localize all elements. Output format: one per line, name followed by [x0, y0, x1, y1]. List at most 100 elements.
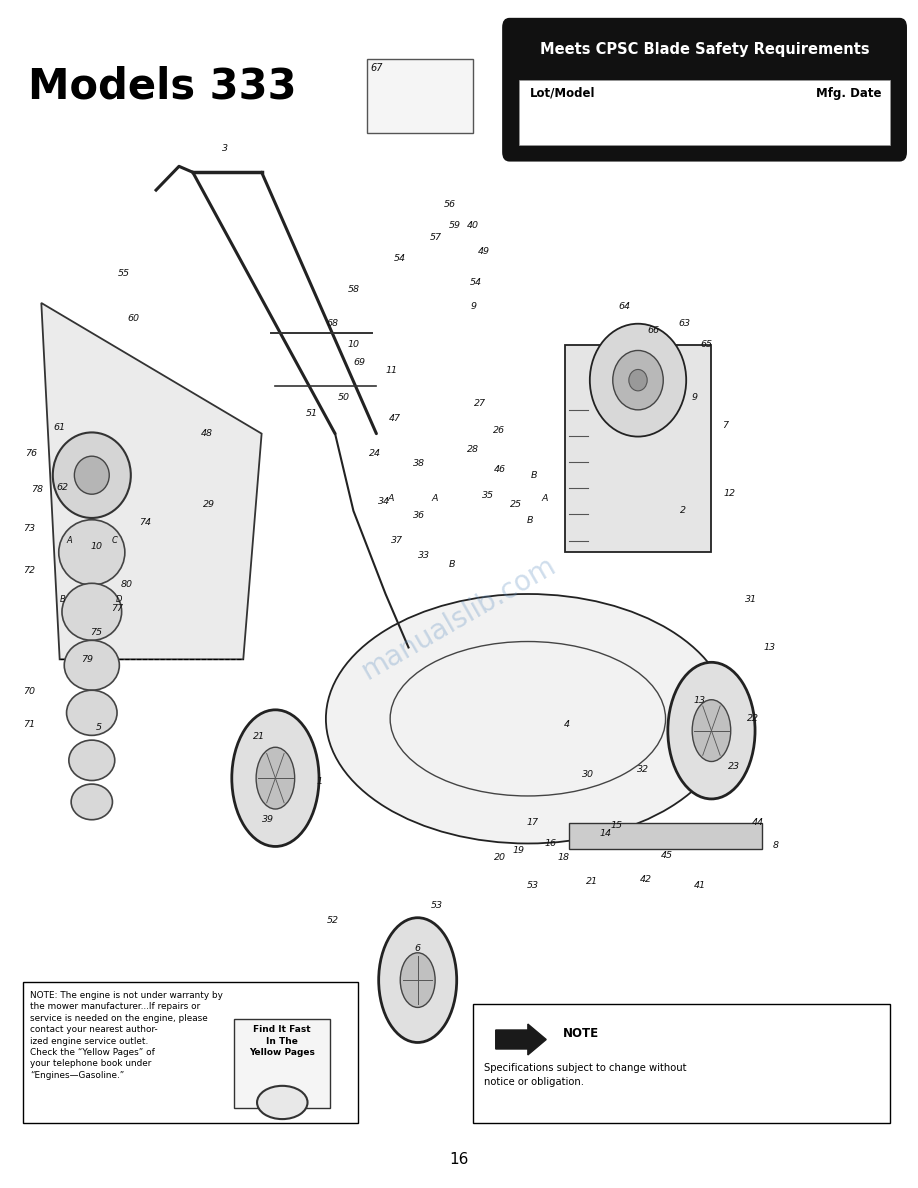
Text: 14: 14 [599, 829, 612, 839]
Text: 56: 56 [443, 200, 456, 209]
Text: 69: 69 [353, 358, 366, 367]
Text: B: B [531, 470, 538, 480]
Text: 50: 50 [338, 393, 351, 403]
Text: 15: 15 [610, 821, 623, 830]
Text: 3: 3 [222, 144, 228, 153]
Text: 11: 11 [386, 366, 398, 375]
Text: 13: 13 [693, 696, 706, 706]
Ellipse shape [69, 740, 115, 781]
Ellipse shape [231, 710, 319, 847]
Text: 34: 34 [377, 497, 390, 506]
Text: 7: 7 [722, 421, 728, 430]
Text: 16: 16 [449, 1152, 469, 1167]
FancyBboxPatch shape [502, 18, 907, 162]
Text: 36: 36 [412, 511, 425, 520]
Text: 4: 4 [565, 720, 570, 729]
Text: 60: 60 [127, 314, 140, 323]
Text: A: A [66, 536, 72, 545]
Text: 27: 27 [474, 399, 487, 409]
Text: 21: 21 [252, 732, 265, 741]
Text: 74: 74 [139, 518, 151, 527]
Text: 9: 9 [692, 393, 698, 403]
Text: 72: 72 [23, 565, 36, 575]
Text: 75: 75 [90, 627, 103, 637]
Text: 31: 31 [744, 595, 757, 605]
Text: 54: 54 [469, 278, 482, 287]
Text: 59: 59 [448, 221, 461, 230]
Text: 64: 64 [618, 302, 631, 311]
Text: Find It Fast
In The
Yellow Pages: Find It Fast In The Yellow Pages [250, 1025, 315, 1057]
Ellipse shape [64, 640, 119, 690]
Text: 65: 65 [700, 340, 713, 349]
Text: 58: 58 [347, 285, 360, 295]
Text: 41: 41 [693, 880, 706, 890]
Text: NOTE: NOTE [563, 1028, 599, 1040]
Ellipse shape [62, 583, 122, 640]
Text: 44: 44 [751, 817, 764, 827]
Text: 49: 49 [477, 247, 490, 257]
Text: 42: 42 [640, 874, 653, 884]
Text: 57: 57 [430, 233, 442, 242]
Text: 2: 2 [680, 506, 686, 516]
Text: 29: 29 [203, 500, 216, 510]
Text: 21: 21 [586, 877, 599, 886]
Text: B: B [60, 595, 65, 605]
Text: 37: 37 [390, 536, 403, 545]
Text: 25: 25 [509, 500, 522, 510]
Ellipse shape [613, 350, 664, 410]
Text: 17: 17 [526, 817, 539, 827]
Text: 53: 53 [431, 901, 443, 910]
Text: 9: 9 [471, 302, 476, 311]
Text: Meets CPSC Blade Safety Requirements: Meets CPSC Blade Safety Requirements [540, 42, 869, 57]
Bar [367, 59, 473, 133]
Text: 16: 16 [544, 839, 557, 848]
Text: 80: 80 [120, 580, 133, 589]
Text: B: B [526, 516, 533, 525]
Ellipse shape [378, 917, 457, 1043]
Text: 62: 62 [56, 482, 69, 492]
Text: 26: 26 [492, 425, 505, 435]
Text: 13: 13 [763, 643, 776, 652]
Text: A: A [387, 494, 395, 504]
Text: 77: 77 [111, 604, 124, 613]
Text: 18: 18 [557, 853, 570, 862]
Text: 30: 30 [581, 770, 594, 779]
Text: 54: 54 [394, 254, 407, 264]
Text: 45: 45 [660, 851, 673, 860]
Text: 48: 48 [200, 429, 213, 438]
Bar [565, 345, 711, 552]
Text: A: A [541, 494, 548, 504]
Text: 35: 35 [482, 491, 495, 500]
Text: 6: 6 [415, 943, 420, 953]
Text: 19: 19 [512, 846, 525, 855]
Text: 53: 53 [526, 880, 539, 890]
Text: 79: 79 [81, 655, 94, 664]
Ellipse shape [67, 690, 118, 735]
Ellipse shape [257, 1086, 308, 1119]
Ellipse shape [326, 594, 730, 843]
FancyArrow shape [496, 1024, 546, 1055]
Text: 10: 10 [347, 340, 360, 349]
Text: B: B [448, 560, 455, 569]
Text: C: C [112, 536, 118, 545]
Ellipse shape [72, 784, 113, 820]
Text: 10: 10 [90, 542, 103, 551]
Bar [23, 982, 358, 1123]
Text: 20: 20 [494, 853, 507, 862]
Text: 23: 23 [728, 762, 741, 771]
Text: 73: 73 [23, 524, 36, 533]
Ellipse shape [53, 432, 131, 518]
Text: Mfg. Date: Mfg. Date [816, 87, 881, 100]
Text: 24: 24 [368, 449, 381, 459]
Bar [569, 823, 762, 849]
Text: 70: 70 [23, 687, 36, 696]
Ellipse shape [629, 369, 647, 391]
Text: 78: 78 [30, 485, 43, 494]
Ellipse shape [74, 456, 109, 494]
Ellipse shape [668, 663, 756, 800]
Text: 22: 22 [746, 714, 759, 723]
Bar [234, 1019, 330, 1108]
Text: 8: 8 [773, 841, 778, 851]
Ellipse shape [589, 324, 687, 436]
Text: 12: 12 [723, 488, 736, 498]
